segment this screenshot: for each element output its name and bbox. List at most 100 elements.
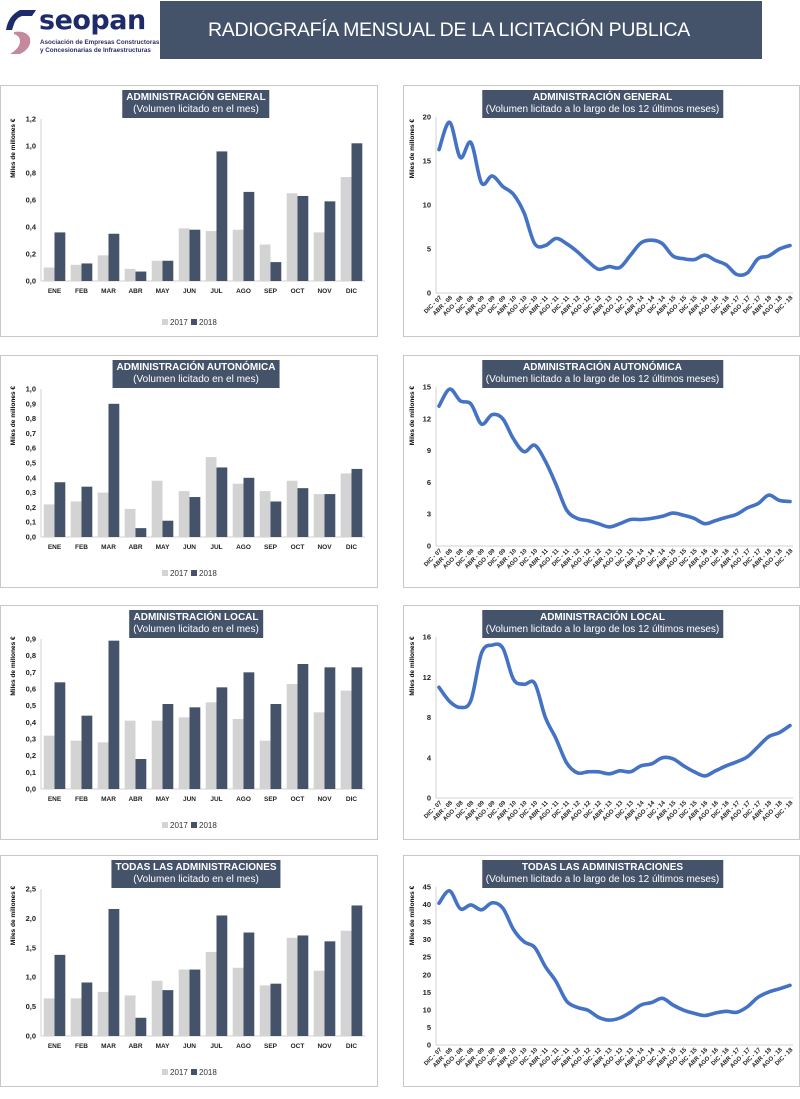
x-tick-label: ABR	[128, 796, 142, 803]
bar-2018-dic	[351, 667, 363, 789]
y-tick-label: 0,1	[26, 518, 36, 527]
bar-2018-abr	[135, 271, 147, 281]
bar-2017-may	[151, 720, 163, 789]
bar-2017-mar	[97, 255, 109, 281]
chart-subtitle: (Volumen licitado a lo largo de los 12 ú…	[485, 874, 720, 885]
bar-2017-ene	[43, 998, 55, 1036]
y-tick-label: 0,3	[26, 488, 36, 497]
x-tick-label: FEB	[75, 1043, 88, 1050]
y-tick-label: 1,0	[26, 385, 36, 394]
bar-2018-oct	[297, 664, 309, 789]
chart-title: ADMINISTRACIÓN AUTONÓMICA	[116, 362, 276, 373]
legend-swatch-2018	[191, 1069, 197, 1075]
bar-2017-mar	[97, 742, 109, 789]
x-tick-label: NOV	[317, 796, 332, 803]
bar-2018-jul	[216, 151, 228, 281]
bar-2018-mar	[108, 403, 120, 537]
y-tick-label: 0,2	[26, 250, 36, 259]
bar-2017-jul	[205, 951, 217, 1036]
legend-label-2018: 2018	[199, 318, 217, 327]
y-tick-label: 40	[423, 900, 431, 909]
logo-wordmark: seopan	[39, 5, 146, 36]
x-tick-label: OCT	[291, 1043, 305, 1050]
bar-2018-feb	[81, 263, 93, 281]
logo-subtitle: Asociación de Empresas Constructoras y C…	[40, 39, 159, 55]
bar-2017-nov	[313, 494, 325, 537]
bar-2018-ago	[243, 932, 255, 1036]
y-tick-label: 15	[423, 988, 431, 997]
y-tick-label: 0,7	[26, 429, 36, 438]
bar-2017-feb	[70, 264, 82, 281]
y-tick-label: 15	[423, 157, 431, 166]
chart-title-box: ADMINISTRACIÓN LOCAL (Volumen licitado a …	[481, 610, 724, 638]
chart-title: ADMINISTRACIÓN GENERAL	[126, 92, 266, 103]
logo-subtitle-line-2: y Concesionarias de Infraestructuras	[40, 47, 151, 54]
bar-2018-nov	[324, 201, 336, 281]
y-tick-label: 2,0	[26, 914, 36, 923]
bar-2017-abr	[124, 720, 136, 789]
bar-2017-dic	[340, 177, 352, 281]
x-tick-label: SEP	[264, 544, 278, 551]
bar-2018-jun	[189, 229, 201, 281]
bar-2018-ene	[54, 482, 66, 537]
bar-2017-mar	[97, 492, 109, 537]
y-tick-label: 0,7	[26, 668, 36, 677]
bar-2018-abr	[135, 759, 147, 789]
chart-title: ADMINISTRACIÓN LOCAL	[539, 612, 665, 623]
page-title: RADIOGRAFÍA MENSUAL DE LA LICITACIÓN PUB…	[208, 18, 691, 41]
x-tick-label: DIC	[346, 288, 358, 295]
series-line	[437, 387, 792, 529]
bar-2018-dic	[351, 143, 363, 281]
chart-title-box: TODAS LAS ADMINISTRACIONES (Volumen licit…	[481, 860, 724, 888]
y-tick-label: 0,8	[26, 414, 36, 423]
x-tick-label: DIC	[346, 796, 358, 803]
y-tick-label: 0,0	[26, 1032, 36, 1041]
x-tick-label: JUL	[210, 288, 222, 295]
legend-swatch-2017	[162, 1069, 168, 1075]
x-tick-label: FEB	[75, 796, 88, 803]
y-axis-label: Miles de millones €	[409, 885, 416, 945]
x-tick-label: JUN	[183, 288, 196, 295]
y-axis-label: Miles de millones €	[10, 885, 17, 945]
y-tick-label: 5	[427, 245, 431, 254]
y-tick-label: 0,9	[26, 635, 36, 644]
x-tick-label: ENE	[48, 1043, 62, 1050]
y-tick-label: 15	[423, 383, 431, 392]
line-chart-card: Miles de millones €0 5 10 15 20 25 30 35 40 45 DIC…	[403, 855, 800, 1087]
y-tick-label: 0,5	[26, 1002, 36, 1011]
bar-2018-oct	[297, 488, 309, 537]
bar-2018-may	[162, 704, 174, 789]
x-tick-label: ENE	[48, 288, 62, 295]
x-tick-label: ABR	[128, 1043, 142, 1050]
legend-label-2018: 2018	[199, 1068, 217, 1077]
bar-2017-feb	[70, 501, 82, 537]
bar-2017-feb	[70, 740, 82, 789]
y-tick-label: 0	[427, 542, 431, 551]
bar-2018-may	[162, 260, 174, 281]
bar-2017-jul	[205, 702, 217, 789]
y-tick-label: 5	[427, 1023, 431, 1032]
bar-2018-jul	[216, 687, 228, 789]
bar-2017-may	[151, 980, 163, 1036]
chart-svg: Miles de millones € 0,0 0,2 0,4 0,6 0,8 1,0 1,2…	[10, 115, 365, 327]
bar-2018-nov	[324, 667, 336, 789]
y-tick-label: 0,4	[26, 223, 37, 232]
y-tick-label: 0,4	[26, 718, 37, 727]
y-tick-label: 16	[423, 633, 431, 642]
legend-swatch-2018	[191, 570, 197, 576]
x-tick-label: ABR	[128, 544, 142, 551]
chart-svg: Miles de millones €051015202530354045DIC…	[409, 883, 795, 1070]
bar-2017-oct	[286, 480, 298, 537]
bar-2018-jul	[216, 467, 228, 537]
y-tick-label: 3	[427, 510, 431, 519]
y-axis-label: Miles de millones €	[409, 636, 416, 696]
seopan-logo: seopan Asociación de Empresas Constructo…	[6, 4, 159, 58]
bar-2018-oct	[297, 935, 309, 1036]
y-tick-label: 0,0	[26, 277, 36, 286]
bar-chart-card: Miles de millones € 0,0 0,1 0,2 0,3 0,4 0,5 0,6…	[0, 355, 378, 588]
x-tick-label: MAR	[101, 288, 116, 295]
bar-2018-dic	[351, 905, 363, 1036]
bar-2017-ene	[43, 504, 55, 537]
chart-title-box: ADMINISTRACIÓN GENERAL (Volumen licitado …	[122, 90, 270, 118]
series-line	[437, 889, 792, 1022]
